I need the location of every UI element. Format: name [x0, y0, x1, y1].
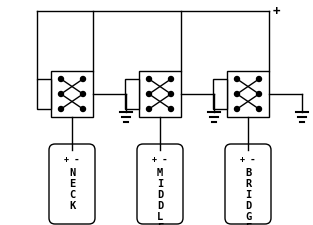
Circle shape: [146, 77, 151, 82]
Text: L: L: [157, 211, 163, 221]
Bar: [51, 72, 93, 117]
Circle shape: [59, 92, 64, 97]
Circle shape: [59, 107, 64, 112]
Bar: [139, 72, 181, 117]
Circle shape: [80, 77, 85, 82]
Circle shape: [168, 77, 173, 82]
Text: D: D: [245, 200, 251, 210]
Circle shape: [256, 92, 261, 97]
Text: K: K: [69, 200, 75, 210]
Circle shape: [256, 107, 261, 112]
Text: -: -: [250, 154, 256, 164]
Circle shape: [146, 107, 151, 112]
Text: I: I: [157, 178, 163, 188]
Text: G: G: [245, 211, 251, 221]
Text: N: N: [69, 167, 75, 177]
Circle shape: [234, 77, 239, 82]
Text: R: R: [245, 178, 251, 188]
Text: -: -: [74, 154, 80, 164]
Bar: [125, 80, 139, 110]
Text: E: E: [69, 178, 75, 188]
FancyBboxPatch shape: [137, 144, 183, 224]
Bar: [213, 80, 227, 110]
Circle shape: [256, 77, 261, 82]
Circle shape: [168, 92, 173, 97]
Circle shape: [234, 107, 239, 112]
Text: E: E: [157, 222, 163, 225]
Circle shape: [59, 77, 64, 82]
Text: E: E: [245, 222, 251, 225]
FancyBboxPatch shape: [49, 144, 95, 224]
Text: D: D: [157, 200, 163, 210]
FancyBboxPatch shape: [225, 144, 271, 224]
Text: M: M: [157, 167, 163, 177]
Text: D: D: [157, 189, 163, 199]
Text: C: C: [69, 189, 75, 199]
Circle shape: [80, 107, 85, 112]
Text: +: +: [273, 5, 280, 18]
Text: +: +: [151, 155, 156, 164]
Bar: [227, 72, 269, 117]
Text: -: -: [162, 154, 168, 164]
Bar: [37, 80, 51, 110]
Text: +: +: [64, 155, 69, 164]
Text: I: I: [245, 189, 251, 199]
Circle shape: [80, 92, 85, 97]
Circle shape: [146, 92, 151, 97]
Circle shape: [234, 92, 239, 97]
Circle shape: [168, 107, 173, 112]
Text: +: +: [239, 155, 244, 164]
Text: B: B: [245, 167, 251, 177]
